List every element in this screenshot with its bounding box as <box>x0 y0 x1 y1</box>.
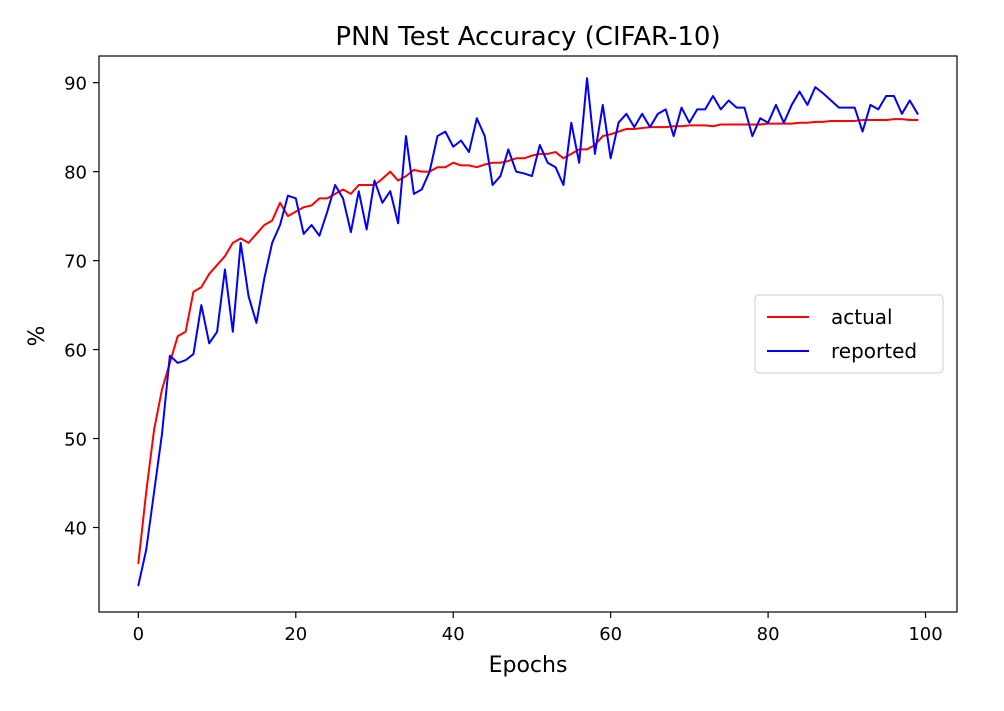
x-axis-label: Epochs <box>489 653 568 678</box>
chart-title: PNN Test Accuracy (CIFAR-10) <box>335 22 720 52</box>
series-lines <box>137 77 919 587</box>
x-tick-label: 40 <box>442 624 465 645</box>
legend: actual reported <box>754 294 944 374</box>
x-tick-label: 0 <box>133 624 144 645</box>
y-tick-label: 60 <box>64 341 87 362</box>
x-axis: 0 20 40 60 80 100 <box>133 612 943 645</box>
legend-label-actual: actual <box>831 305 893 329</box>
legend-box <box>754 294 944 374</box>
legend-label-reported: reported <box>831 339 917 363</box>
y-tick-label: 80 <box>64 163 87 184</box>
plot-border <box>98 55 958 613</box>
x-tick-label: 60 <box>599 624 622 645</box>
series-line-actual <box>137 118 919 565</box>
y-tick-label: 40 <box>64 518 87 539</box>
y-tick-label: 50 <box>64 430 87 451</box>
x-tick-label: 100 <box>908 624 942 645</box>
x-tick-label: 80 <box>757 624 780 645</box>
series-line-reported <box>137 77 919 587</box>
plot-area <box>98 55 958 613</box>
y-tick-label: 90 <box>64 74 87 95</box>
y-axis-label: % <box>25 326 50 347</box>
y-tick-label: 70 <box>64 252 87 273</box>
y-axis: 40 50 60 70 80 90 <box>64 74 99 539</box>
x-tick-label: 20 <box>284 624 307 645</box>
